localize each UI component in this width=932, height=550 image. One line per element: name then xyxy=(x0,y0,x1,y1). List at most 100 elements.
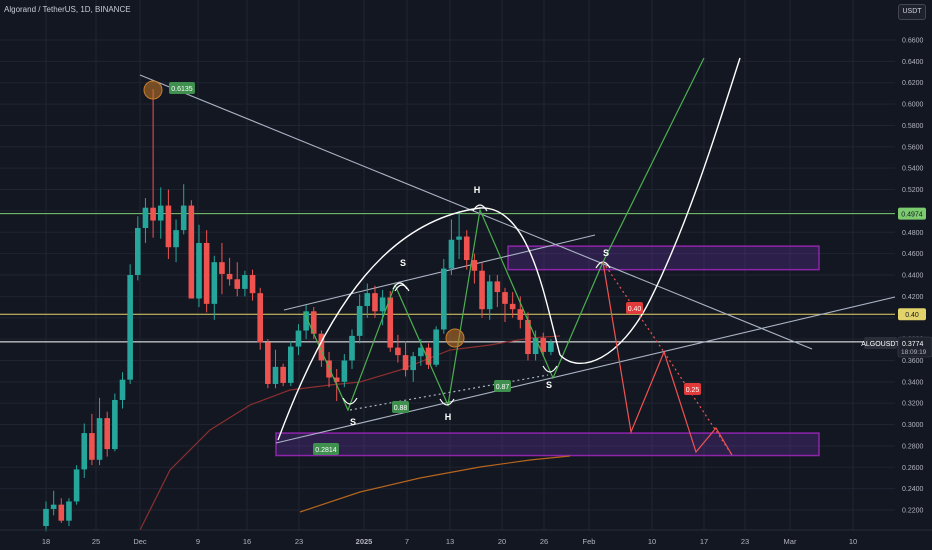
x-axis-tick: Feb xyxy=(583,537,596,546)
candle xyxy=(272,349,279,389)
candle xyxy=(157,187,164,239)
level-price-tag: 0.40 xyxy=(898,308,926,321)
moving-average-200 xyxy=(299,455,571,513)
price-callout: 0.2814 xyxy=(313,443,339,455)
pattern-label: S xyxy=(603,248,609,258)
candle xyxy=(410,351,416,382)
candle xyxy=(479,262,485,318)
candle xyxy=(425,343,432,369)
moving-average-long xyxy=(139,335,561,531)
y-axis-tick: 0.4200 xyxy=(902,294,924,301)
y-axis-tick: 0.3000 xyxy=(902,422,924,429)
y-axis-tick: 0.2600 xyxy=(902,465,924,472)
candle xyxy=(196,224,202,308)
currency-button[interactable]: USDT xyxy=(898,4,926,20)
projection-red-dotted xyxy=(663,351,733,456)
candle xyxy=(142,198,149,243)
x-axis-tick: 23 xyxy=(741,537,749,546)
x-axis-tick: 10 xyxy=(849,537,857,546)
candle xyxy=(433,326,439,367)
candle xyxy=(532,330,539,361)
svg-text:0.40: 0.40 xyxy=(628,306,642,313)
cup-curve xyxy=(559,57,741,364)
pattern-arc xyxy=(542,365,558,373)
candle xyxy=(135,216,141,281)
y-axis-tick: 0.6600 xyxy=(902,38,924,45)
price-callout: 0.40 xyxy=(626,302,643,314)
highlight-circle xyxy=(143,80,163,100)
svg-text:0.6135: 0.6135 xyxy=(171,86,193,93)
candle xyxy=(471,253,478,284)
candle xyxy=(119,372,126,409)
x-axis-tick: 2025 xyxy=(356,537,373,546)
candle xyxy=(203,230,210,313)
pattern-arc xyxy=(472,204,488,212)
candle xyxy=(257,287,263,350)
y-axis-tick: 0.4600 xyxy=(902,251,924,258)
candle xyxy=(234,262,241,297)
candle xyxy=(50,490,57,516)
candle xyxy=(387,291,394,352)
price-callout: 0.25 xyxy=(684,383,701,395)
projection-green-line xyxy=(602,57,705,263)
candle xyxy=(540,332,547,357)
candle xyxy=(463,230,470,270)
candle xyxy=(441,258,447,334)
x-axis-tick: 20 xyxy=(498,537,506,546)
y-axis-tick: 0.2400 xyxy=(902,486,924,493)
candle xyxy=(226,257,233,286)
price-callout: 0.88 xyxy=(392,401,409,413)
x-axis-tick: Mar xyxy=(784,537,797,546)
symbol-title: Algorand / TetherUS, 1D, BINANCE xyxy=(4,5,131,14)
candle xyxy=(112,393,118,452)
x-axis-tick: 10 xyxy=(648,537,656,546)
candle xyxy=(295,324,302,356)
candle xyxy=(494,275,501,308)
x-axis-tick: 18 xyxy=(42,537,50,546)
candle xyxy=(104,411,110,457)
x-axis-tick: 26 xyxy=(540,537,548,546)
pattern-label: S xyxy=(546,380,552,390)
pattern-label: S xyxy=(400,258,406,268)
x-axis-tick: 16 xyxy=(243,537,251,546)
y-axis-tick: 0.3600 xyxy=(902,358,924,365)
candle xyxy=(180,184,187,235)
svg-text:ALGOUSDT: ALGOUSDT xyxy=(861,341,900,348)
pattern-label: H xyxy=(445,412,452,422)
candle xyxy=(43,501,49,532)
ascending-trendline xyxy=(275,296,896,444)
candle xyxy=(150,89,156,238)
candle xyxy=(165,189,172,259)
candle xyxy=(456,210,462,259)
svg-text:0.2814: 0.2814 xyxy=(315,447,337,454)
candle xyxy=(341,354,348,388)
candle xyxy=(127,264,133,384)
candle xyxy=(349,329,355,369)
y-axis-tick: 0.5400 xyxy=(902,166,924,173)
y-axis-tick: 0.5200 xyxy=(902,187,924,194)
candle xyxy=(219,242,225,295)
candle xyxy=(402,341,409,377)
candle xyxy=(265,339,271,389)
candle xyxy=(288,341,294,387)
x-axis-tick: 7 xyxy=(405,537,409,546)
candle xyxy=(448,219,455,275)
y-axis-tick: 0.6400 xyxy=(902,59,924,66)
candle xyxy=(89,413,95,466)
candle xyxy=(173,219,179,263)
y-axis-tick: 0.4400 xyxy=(902,273,924,280)
y-axis-tick: 0.3200 xyxy=(902,401,924,408)
projection-red-path xyxy=(602,261,733,456)
price-callout: 0.6135 xyxy=(169,82,195,94)
y-axis-tick: 0.2800 xyxy=(902,443,924,450)
svg-text:18:09:19: 18:09:19 xyxy=(901,349,927,356)
svg-text:0.87: 0.87 xyxy=(496,384,510,391)
candle xyxy=(280,363,286,387)
candle xyxy=(486,275,493,320)
supply-zone xyxy=(507,245,820,271)
pattern-label: S xyxy=(350,417,356,427)
candle xyxy=(188,200,195,299)
